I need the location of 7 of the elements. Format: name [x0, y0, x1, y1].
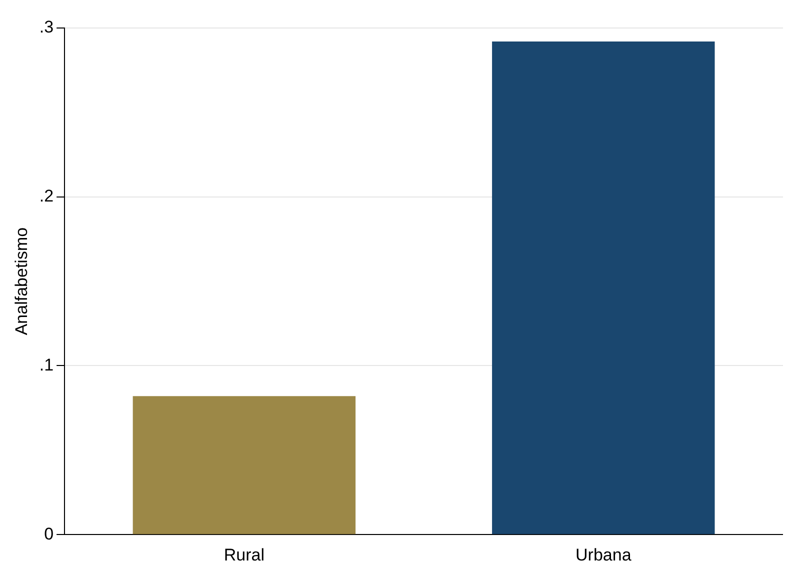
y-tick-label: .2	[39, 186, 54, 206]
y-tick-label: 0	[44, 524, 54, 544]
x-tick-label: Urbana	[576, 545, 632, 564]
y-tick-label: .1	[39, 355, 54, 374]
x-tick-label: Rural	[224, 545, 264, 564]
y-axis-title: Analfabetismo	[12, 227, 31, 336]
y-tick-label: .3	[39, 18, 54, 37]
